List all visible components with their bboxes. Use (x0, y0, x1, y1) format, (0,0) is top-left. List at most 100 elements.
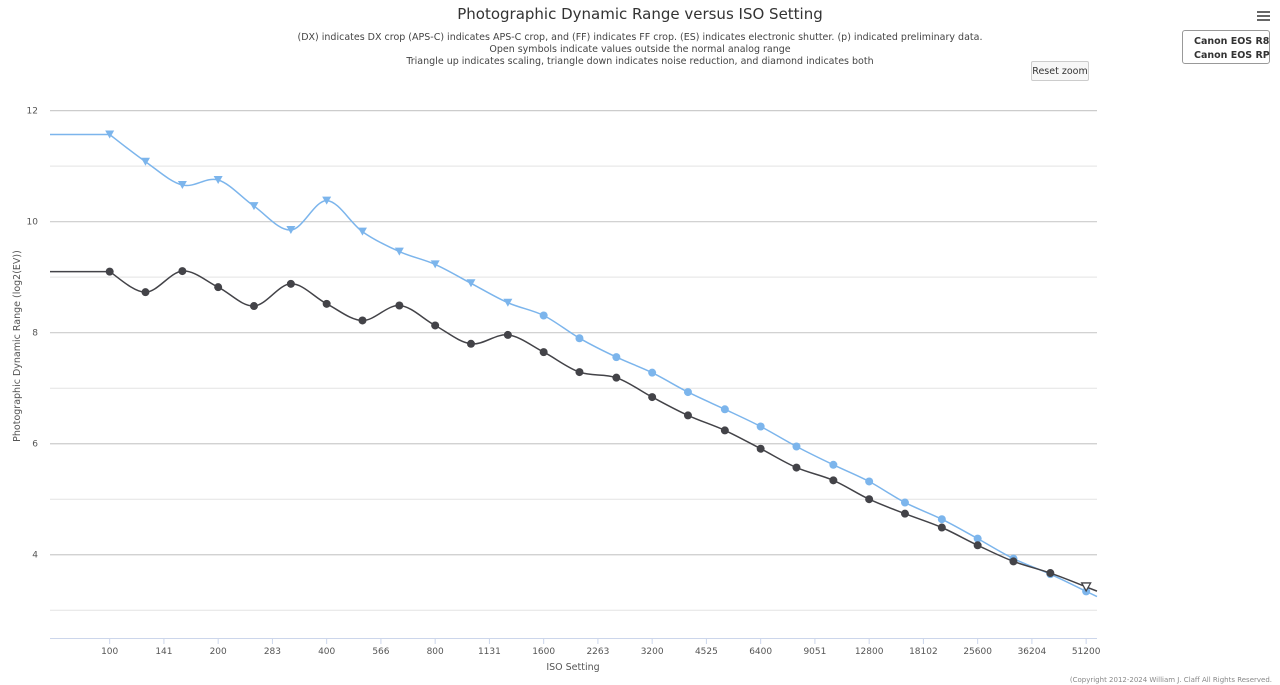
chart-subtitle-line-3: Triangle up indicates scaling, triangle … (405, 56, 873, 67)
legend-item-canon-eos-rp[interactable]: Canon EOS RP (1189, 48, 1270, 62)
x-tick-label: 1600 (532, 647, 555, 657)
data-point (973, 534, 982, 543)
y-tick-label: 6 (32, 440, 38, 450)
data-point (937, 523, 946, 532)
x-tick-label: 18102 (909, 647, 938, 657)
data-point (1080, 582, 1092, 593)
data-point (575, 368, 584, 377)
x-tick-label: 400 (318, 647, 335, 657)
legend-item-canon-eos-r8[interactable]: Canon EOS R8 (1189, 34, 1269, 48)
data-point (395, 301, 404, 310)
data-point (756, 444, 765, 453)
data-point (683, 388, 692, 397)
data-point (792, 442, 801, 451)
data-point (394, 247, 404, 256)
data-point (829, 476, 838, 485)
data-point (141, 288, 150, 297)
chart-title: Photographic Dynamic Range versus ISO Se… (457, 5, 823, 23)
data-point (503, 298, 513, 307)
chart-subtitle-line-1: (DX) indicates DX crop (APS-C) indicates… (298, 32, 983, 43)
data-point (937, 515, 946, 524)
x-tick-label: 800 (427, 647, 444, 657)
data-point (900, 509, 909, 518)
x-tick-label: 566 (372, 647, 389, 657)
data-point (829, 460, 838, 469)
x-tick-label: 36204 (1018, 647, 1047, 657)
y-axis-title: Photographic Dynamic Range (log2(EV)) (12, 250, 23, 442)
data-point (140, 157, 150, 166)
x-tick-label: 200 (210, 647, 227, 657)
x-axis-title: ISO Setting (546, 662, 599, 673)
data-point (357, 227, 367, 236)
x-tick-label: 6400 (749, 647, 772, 657)
legend-label-rp: Canon EOS RP (1194, 49, 1270, 61)
series-group (50, 130, 1098, 598)
data-point (466, 339, 475, 348)
x-tick-label: 25600 (963, 647, 992, 657)
grid-lines (50, 110, 1097, 611)
x-tick-label: 1131 (478, 647, 501, 657)
y-tick-label: 12 (27, 107, 38, 117)
data-point (648, 368, 657, 377)
y-tick-label: 8 (32, 329, 38, 339)
data-point (865, 495, 874, 504)
y-axis-ticks: 4 6 8 10 12 (27, 107, 39, 561)
data-point (177, 181, 187, 190)
data-point (973, 541, 982, 550)
data-point (249, 302, 258, 311)
reset-zoom-button[interactable]: Reset zoom (1031, 61, 1089, 81)
data-point (865, 477, 874, 486)
data-point (720, 426, 729, 435)
data-point (1009, 557, 1018, 566)
y-tick-label: 10 (27, 218, 39, 228)
data-point (539, 311, 548, 320)
x-tick-label: 283 (264, 647, 281, 657)
data-point (286, 226, 296, 234)
y-tick-label: 4 (32, 551, 38, 561)
chart-subtitle-line-2: Open symbols indicate values outside the… (489, 44, 790, 55)
data-point (249, 202, 259, 211)
credits: (Copyright 2012-2024 William J. Claff Al… (1070, 676, 1272, 684)
data-point (612, 353, 621, 362)
data-point (792, 463, 801, 472)
series-canon-eos-rp (50, 267, 1098, 593)
legend: Canon EOS R8 Canon EOS RP (1182, 30, 1270, 64)
data-point (900, 498, 909, 507)
series-line (109, 133, 1087, 593)
x-axis: 100 141 200 283 400 566 800 1131 1600 2263 3200 452… (50, 638, 1101, 657)
x-tick-label: 9051 (803, 647, 826, 657)
series-canon-eos-r8 (50, 130, 1098, 598)
data-point (466, 279, 476, 288)
x-tick-label: 141 (155, 647, 172, 657)
data-point (612, 373, 621, 382)
x-tick-label: 12800 (855, 647, 884, 657)
data-point (214, 283, 223, 292)
hamburger-menu-icon[interactable] (1255, 8, 1273, 24)
data-point (756, 422, 765, 431)
data-point (105, 267, 114, 276)
data-point (648, 393, 657, 402)
data-point (213, 176, 223, 185)
data-point (322, 196, 332, 205)
data-point (1046, 569, 1055, 578)
series-line (109, 270, 1087, 588)
data-point (720, 405, 729, 414)
legend-label-r8: Canon EOS R8 (1194, 35, 1270, 47)
x-tick-label: 4525 (695, 647, 718, 657)
x-tick-label: 2263 (586, 647, 609, 657)
data-point (575, 334, 584, 343)
x-tick-label: 3200 (641, 647, 664, 657)
data-point (539, 348, 548, 357)
data-point (431, 321, 440, 330)
data-point (286, 279, 295, 288)
x-tick-label: 51200 (1072, 647, 1101, 657)
data-point (683, 411, 692, 420)
data-point (503, 330, 512, 339)
data-point (105, 130, 115, 139)
data-point (178, 267, 187, 276)
data-point (358, 316, 367, 325)
data-point (322, 299, 331, 308)
x-tick-label: 100 (101, 647, 118, 657)
data-point (430, 260, 440, 269)
